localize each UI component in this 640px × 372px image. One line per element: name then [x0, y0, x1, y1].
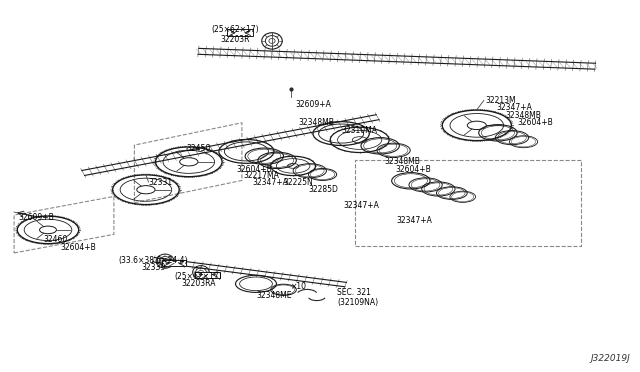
Text: 32450: 32450 — [187, 144, 211, 153]
Text: 32347+A: 32347+A — [397, 216, 433, 225]
Text: (33.6×38.6×24.4): (33.6×38.6×24.4) — [119, 256, 188, 265]
Text: SEC. 321
(32109NA): SEC. 321 (32109NA) — [337, 288, 378, 307]
Text: 32339: 32339 — [141, 263, 166, 272]
Text: 32347+A: 32347+A — [496, 103, 532, 112]
Text: 32609+A: 32609+A — [296, 100, 332, 109]
Text: 32348MB: 32348MB — [299, 118, 335, 127]
Text: 32225N: 32225N — [284, 178, 313, 187]
Text: 32604+B: 32604+B — [237, 165, 273, 174]
Text: 32348MB: 32348MB — [384, 157, 420, 166]
Text: 32203RA: 32203RA — [181, 279, 216, 288]
Text: 32460: 32460 — [44, 235, 68, 244]
Bar — [227, 29, 253, 36]
Text: ×10: ×10 — [291, 282, 307, 291]
Text: 32604+B: 32604+B — [61, 243, 97, 252]
Text: 32609+B: 32609+B — [18, 213, 54, 222]
Text: 32348MB: 32348MB — [506, 111, 541, 120]
Text: 32604+B: 32604+B — [396, 165, 431, 174]
Text: 32310MA: 32310MA — [342, 126, 378, 135]
Text: 32347+A: 32347+A — [343, 201, 379, 210]
Text: 32604+B: 32604+B — [517, 118, 553, 126]
Text: J322019J: J322019J — [591, 354, 630, 363]
Bar — [162, 260, 186, 266]
Text: 32213M: 32213M — [485, 96, 516, 105]
Text: 32348ME: 32348ME — [256, 291, 291, 300]
Text: (25×62×17): (25×62×17) — [212, 25, 259, 34]
Text: 32331: 32331 — [148, 178, 173, 187]
Text: (25×62×17): (25×62×17) — [175, 272, 222, 280]
Text: 32285D: 32285D — [308, 185, 339, 194]
Text: 32347+A: 32347+A — [253, 178, 289, 187]
Text: 32203R: 32203R — [221, 35, 250, 44]
Text: 32217MA: 32217MA — [243, 171, 279, 180]
Bar — [195, 272, 220, 278]
